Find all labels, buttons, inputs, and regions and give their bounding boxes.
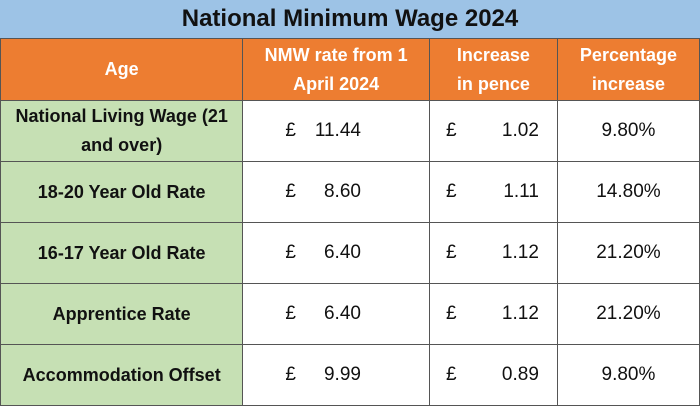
rate-cell: £9.99 (242, 344, 430, 406)
percentage-cell: 21.20% (556, 222, 700, 284)
table-row: 16-17 Year Old Rate £6.40 £1.12 21.20% (0, 222, 700, 284)
age-cell: 18-20 Year Old Rate (0, 161, 244, 223)
rate-cell: £6.40 (242, 283, 430, 345)
rate-value: 6.40 (323, 303, 361, 324)
increase-cell: £0.89 (428, 344, 558, 406)
increase-value: 1.11 (503, 181, 539, 202)
currency-symbol: £ (285, 364, 296, 385)
percentage-cell: 9.80% (556, 344, 700, 406)
age-cell: 16-17 Year Old Rate (0, 222, 244, 284)
rate-cell: £11.44 (242, 100, 430, 162)
header-row: Age NMW rate from 1 April 2024 Increase … (0, 38, 700, 101)
wage-table: Age NMW rate from 1 April 2024 Increase … (0, 38, 700, 406)
header-rate: NMW rate from 1 April 2024 (242, 38, 430, 101)
currency-symbol: £ (285, 303, 296, 324)
rate-value: 9.99 (323, 364, 361, 385)
age-cell: Accommodation Offset (0, 344, 244, 406)
table-row: Accommodation Offset £9.99 £0.89 9.80% (0, 344, 700, 406)
header-age: Age (0, 38, 244, 101)
increase-cell: £1.12 (428, 283, 558, 345)
currency-symbol: £ (285, 120, 296, 141)
age-cell: National Living Wage (21 and over) (0, 100, 244, 162)
currency-symbol: £ (445, 120, 457, 141)
increase-cell: £1.12 (428, 222, 558, 284)
rate-cell: £8.60 (242, 161, 430, 223)
table-title: National Minimum Wage 2024 (0, 0, 700, 39)
age-cell: Apprentice Rate (0, 283, 244, 345)
increase-value: 1.12 (501, 303, 539, 324)
percentage-cell: 9.80% (556, 100, 700, 162)
currency-symbol: £ (285, 181, 296, 202)
table-row: 18-20 Year Old Rate £8.60 £1.11 14.80% (0, 161, 700, 223)
currency-symbol: £ (445, 303, 457, 324)
rate-value: 6.40 (323, 242, 361, 263)
currency-symbol: £ (445, 181, 457, 202)
rate-value: 11.44 (314, 120, 361, 141)
percentage-cell: 14.80% (556, 161, 700, 223)
currency-symbol: £ (445, 364, 457, 385)
rate-cell: £6.40 (242, 222, 430, 284)
rate-value: 8.60 (323, 181, 361, 202)
currency-symbol: £ (445, 242, 457, 263)
increase-cell: £1.02 (428, 100, 558, 162)
table-row: Apprentice Rate £6.40 £1.12 21.20% (0, 283, 700, 345)
increase-cell: £1.11 (428, 161, 558, 223)
increase-value: 1.02 (501, 120, 539, 141)
currency-symbol: £ (285, 242, 296, 263)
table-row: National Living Wage (21 and over) £11.4… (0, 100, 700, 162)
percentage-cell: 21.20% (556, 283, 700, 345)
header-increase: Increase in pence (428, 38, 558, 101)
increase-value: 0.89 (501, 364, 539, 385)
increase-value: 1.12 (501, 242, 539, 263)
header-percentage: Percentage increase (556, 38, 700, 101)
